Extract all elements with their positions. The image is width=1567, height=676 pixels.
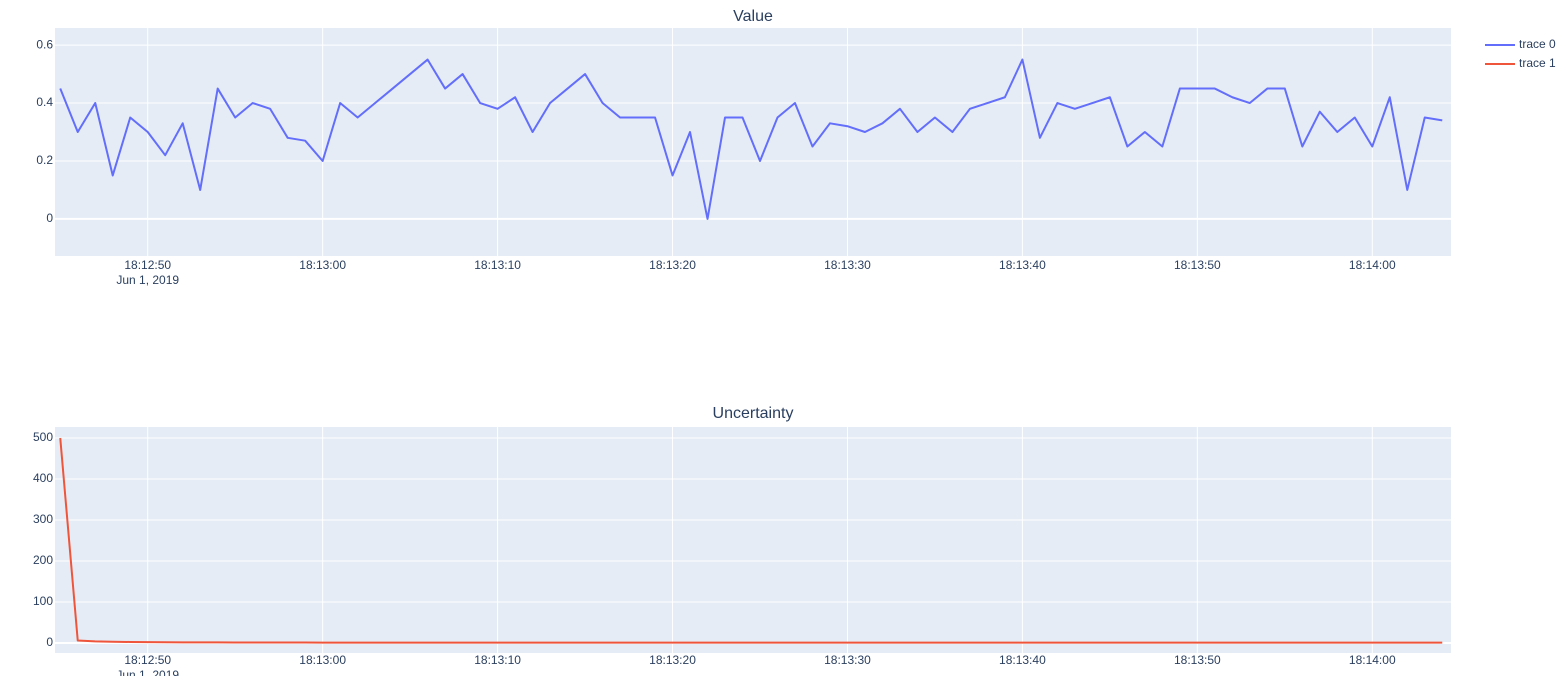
legend-label: trace 0 xyxy=(1519,37,1556,51)
x-tick-label: 18:14:00 xyxy=(1349,258,1396,272)
x-tick-label: 18:12:50 xyxy=(124,653,171,667)
x-date-label: Jun 1, 2019 xyxy=(116,273,179,287)
x-tick-label: 18:13:00 xyxy=(299,258,346,272)
x-tick-label: 18:12:50 xyxy=(124,258,171,272)
x-tick-label: 18:13:20 xyxy=(649,258,696,272)
y-tick-label: 0.6 xyxy=(36,37,53,51)
y-tick-label: 400 xyxy=(33,471,53,485)
legend-label: trace 1 xyxy=(1519,56,1556,70)
x-tick-label: 18:13:00 xyxy=(299,653,346,667)
y-tick-label: 100 xyxy=(33,594,53,608)
x-tick-label: 18:13:30 xyxy=(824,258,871,272)
y-tick-label: 0 xyxy=(46,635,53,649)
x-tick-label: 18:13:50 xyxy=(1174,258,1221,272)
x-tick-label: 18:13:50 xyxy=(1174,653,1221,667)
x-tick-label: 18:14:00 xyxy=(1349,653,1396,667)
y-tick-label: 200 xyxy=(33,553,53,567)
line-series xyxy=(59,58,1443,220)
x-date-label: Jun 1, 2019 xyxy=(116,668,179,676)
y-tick-label: 0.4 xyxy=(36,95,53,109)
plot-background xyxy=(55,427,1451,653)
x-tick-label: 18:13:40 xyxy=(999,258,1046,272)
legend: trace 0 trace 1 xyxy=(1485,37,1556,70)
line-series xyxy=(59,437,1443,644)
x-tick-label: 18:13:10 xyxy=(474,653,521,667)
y-tick-label: 300 xyxy=(33,512,53,526)
x-tick-label: 18:13:10 xyxy=(474,258,521,272)
y-tick-label: 500 xyxy=(33,430,53,444)
y-tick-label: 0.2 xyxy=(36,153,53,167)
chart-title: Value xyxy=(733,8,773,25)
x-tick-label: 18:13:30 xyxy=(824,653,871,667)
x-tick-label: 18:13:40 xyxy=(999,653,1046,667)
chart-title: Uncertainty xyxy=(713,405,794,422)
y-tick-label: 0 xyxy=(46,211,53,225)
x-tick-label: 18:13:20 xyxy=(649,653,696,667)
